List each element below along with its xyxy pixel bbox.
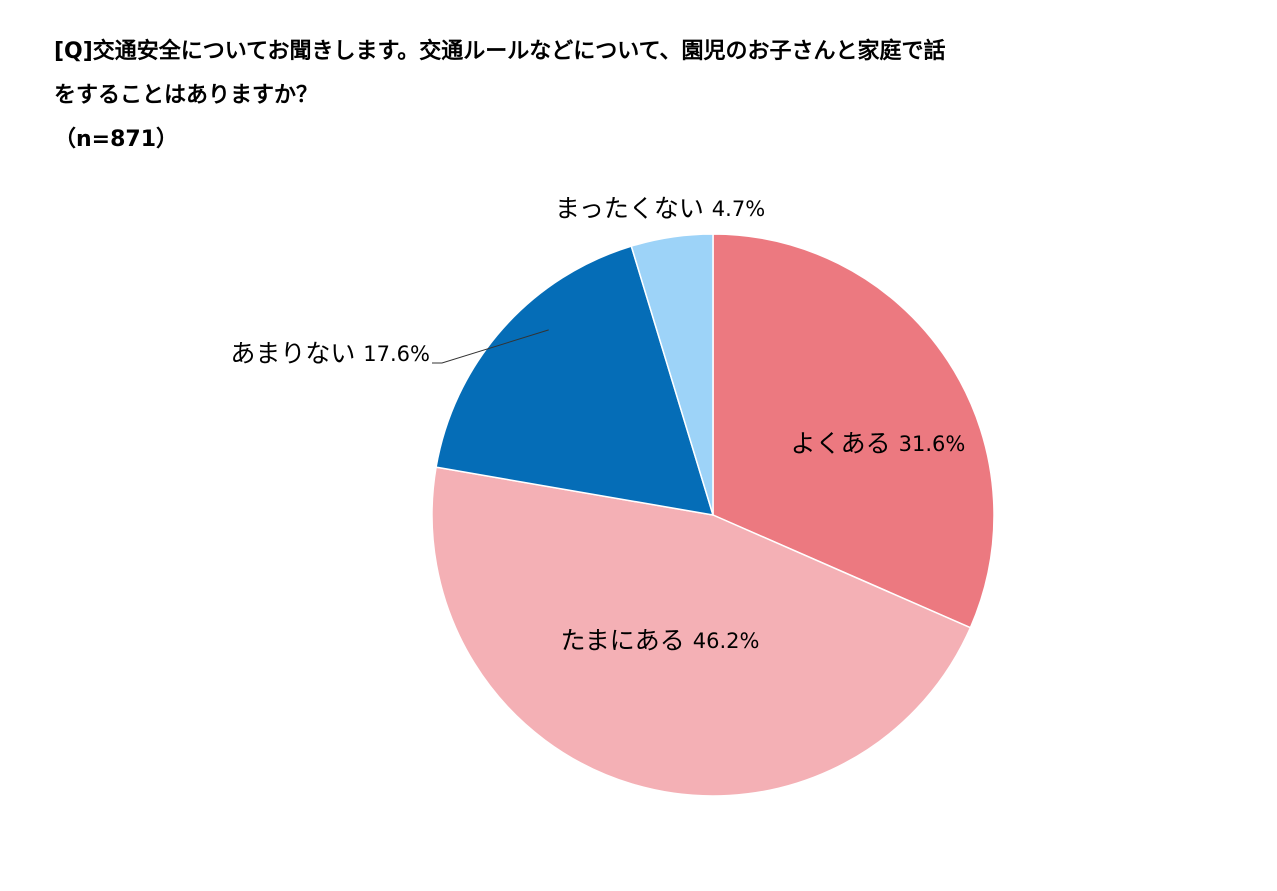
slice-category-label: あまりない [230,339,363,368]
slice-label-3: あまりない 17.6% [230,339,430,368]
slice-label-4: まったくない 4.7% [555,194,765,223]
pie-slice-4 [630,233,714,516]
slice-value-label: 46.2% [693,629,760,653]
pie-slice-2 [431,466,972,797]
slice-value-label: 17.6% [363,342,430,366]
slice-value-label: 31.6% [899,432,966,456]
leader-lines [432,329,549,364]
chart-title: [Q]交通安全についてお聞きします。交通ルールなどについて、園児のお子さんと家庭… [54,30,1154,162]
pie-slice-1 [712,233,995,629]
sample-size: （n=871） [54,127,179,152]
slice-value-label: 4.7% [712,197,765,221]
pie-slices [431,233,995,797]
slice-category-label: たまにある [561,626,693,655]
pie-slice-3 [435,245,715,516]
slice-label-2: たまにある 46.2% [561,626,760,655]
slice-labels: よくある 31.6% たまにある 46.2% あまりない 17.6% まったくない 4… [230,194,965,655]
slice-category-label: まったくない [555,194,712,223]
chart-title-line-2: をすることはありますか？ [54,83,319,108]
slice-label-1: よくある 31.6% [791,429,966,458]
leader-line-3 [432,329,549,364]
chart-title-line-1: [Q]交通安全についてお聞きします。交通ルールなどについて、園児のお子さんと家庭… [54,39,946,64]
slice-category-label: よくある [791,429,899,458]
